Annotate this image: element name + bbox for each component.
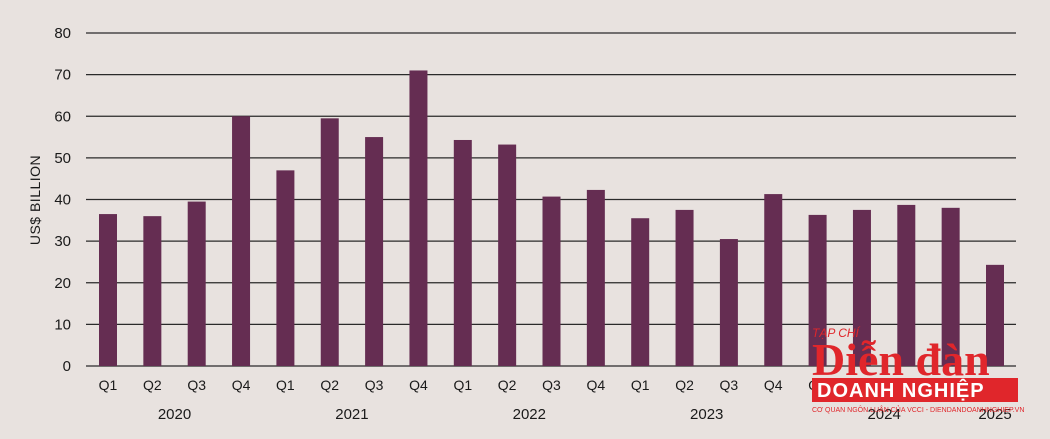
- x-category-label: Q1: [276, 377, 295, 393]
- bar: [808, 214, 827, 366]
- bar: [187, 201, 206, 366]
- y-tick-label: 0: [63, 358, 71, 375]
- bar: [99, 214, 117, 366]
- x-category-label: Q2: [143, 377, 162, 393]
- x-category-label: Q2: [320, 377, 339, 393]
- x-category-label: Q4: [764, 377, 783, 393]
- x-axis-years: 2020 2021 2022 2023 2024 2025: [158, 406, 1012, 423]
- x-year-label: 2024: [867, 406, 900, 423]
- bar: [143, 216, 162, 366]
- watermark-band: [812, 378, 1018, 402]
- y-tick-label: 70: [54, 67, 71, 84]
- x-category-label: Q2: [675, 377, 694, 393]
- bar: [498, 144, 517, 366]
- x-category-label: Q3: [187, 377, 206, 393]
- bar: [986, 264, 1004, 366]
- y-axis-label: US$ BILLION: [27, 155, 43, 245]
- bar: [232, 116, 251, 366]
- bar: [365, 137, 384, 366]
- bar: [675, 209, 694, 366]
- watermark-logo: TẠP CHÍ Diễn đàn DOANH NGHIỆP CƠ QUAN NG…: [812, 325, 1024, 414]
- watermark-line3: DOANH NGHIỆP: [817, 378, 985, 402]
- x-year-label: 2021: [335, 406, 368, 423]
- x-category-label: Q1: [453, 377, 472, 393]
- bars: [99, 70, 1004, 367]
- y-tick-label: 20: [54, 275, 71, 292]
- x-category-label: Q3: [720, 377, 739, 393]
- y-tick-label: 30: [54, 233, 71, 250]
- x-category-label: Q3: [542, 377, 561, 393]
- y-axis-ticks: 0 10 20 30 40 50 60 70 80: [54, 25, 71, 375]
- x-year-label: 2022: [513, 406, 546, 423]
- x-category-label: Q4: [232, 377, 251, 393]
- bar: [276, 170, 295, 366]
- y-tick-label: 80: [54, 25, 71, 42]
- x-category-label: Q2: [498, 377, 517, 393]
- x-category-label: Q1: [99, 377, 118, 393]
- bar: [719, 239, 738, 366]
- bar: [941, 207, 960, 366]
- y-tick-label: 40: [54, 192, 71, 209]
- watermark-line1: TẠP CHÍ: [812, 325, 861, 340]
- bar: [852, 209, 871, 366]
- bar: [453, 139, 472, 366]
- x-year-label: 2023: [690, 406, 723, 423]
- x-category-label: Q3: [365, 377, 384, 393]
- bar: [320, 118, 339, 366]
- y-tick-label: 10: [54, 316, 71, 333]
- y-tick-label: 60: [54, 108, 71, 125]
- x-category-label: Q4: [587, 377, 606, 393]
- watermark-line2: Diễn đàn: [812, 334, 990, 385]
- x-category-label: Q1: [631, 377, 650, 393]
- x-category-label: Q4: [409, 377, 428, 393]
- bar: [631, 218, 650, 366]
- watermark-line4: CƠ QUAN NGÔN LUẬN CỦA VCCI - DIENDANDOAN…: [812, 405, 1024, 414]
- bar: [897, 204, 916, 366]
- x-year-label: 2025: [978, 406, 1011, 423]
- bar: [542, 196, 561, 366]
- x-year-label: 2020: [158, 406, 191, 423]
- bar: [409, 70, 428, 367]
- bar: [764, 194, 783, 366]
- bar: [586, 189, 605, 366]
- y-tick-label: 50: [54, 150, 71, 167]
